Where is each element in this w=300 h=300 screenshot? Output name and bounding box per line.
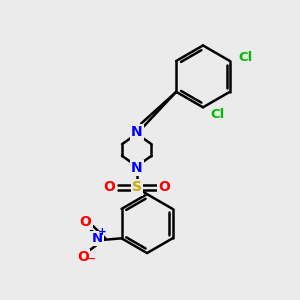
- Text: Cl: Cl: [238, 52, 252, 64]
- Text: Cl: Cl: [211, 108, 225, 121]
- Text: −: −: [86, 254, 96, 264]
- Text: S: S: [132, 180, 142, 194]
- Text: N: N: [131, 125, 142, 139]
- Text: +: +: [98, 227, 107, 237]
- Text: N: N: [131, 161, 142, 175]
- Text: O: O: [158, 180, 170, 194]
- Text: O: O: [80, 215, 92, 229]
- Text: N: N: [92, 232, 103, 245]
- Text: O: O: [77, 250, 89, 265]
- Text: O: O: [104, 180, 116, 194]
